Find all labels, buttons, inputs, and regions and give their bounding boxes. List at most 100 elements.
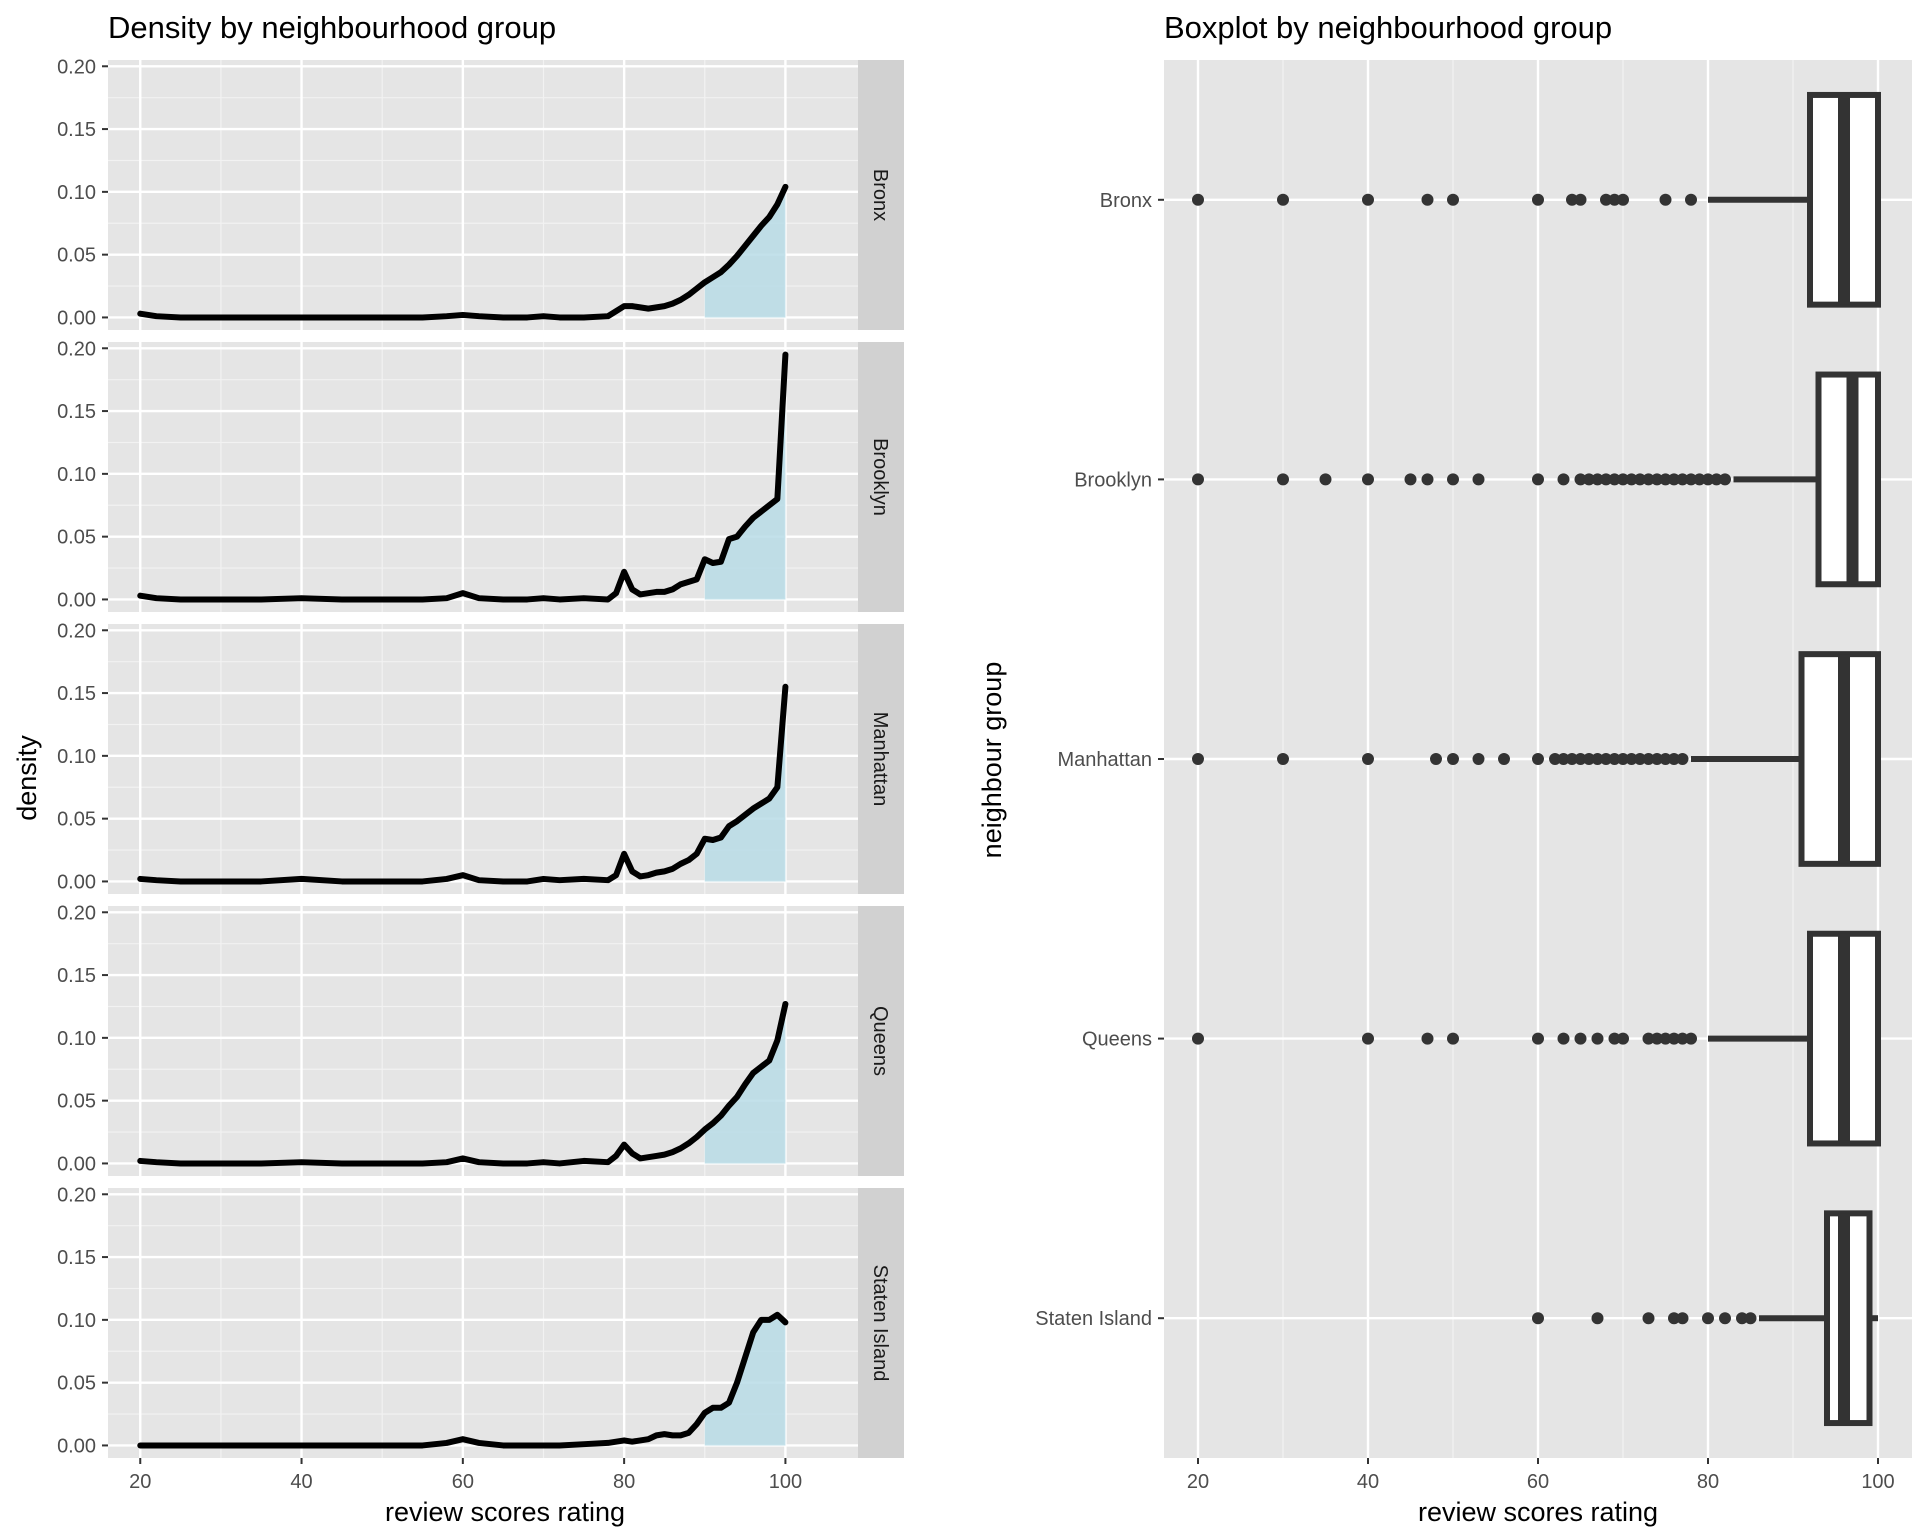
facet-strip-label-manhattan: Manhattan <box>869 712 891 807</box>
density-x-tick-label: 60 <box>452 1471 474 1493</box>
outlier-point-manhattan <box>1659 753 1672 765</box>
outlier-point-bronx <box>1192 193 1204 206</box>
outlier-point-manhattan <box>1557 753 1570 765</box>
outlier-point-staten-island <box>1702 1312 1714 1325</box>
outlier-point-bronx <box>1617 193 1629 206</box>
density-y-tick-label: 0.10 <box>57 746 96 768</box>
density-y-tick-label: 0.00 <box>57 589 96 611</box>
outlier-point-staten-island <box>1736 1312 1748 1325</box>
outlier-point-manhattan <box>1651 753 1663 765</box>
facet-strip-bronx <box>858 60 904 330</box>
outlier-point-manhattan <box>1600 753 1612 765</box>
density-y-tick-label: 0.10 <box>57 464 96 486</box>
density-area-queens <box>704 1003 786 1164</box>
outlier-point-brooklyn <box>1685 473 1697 486</box>
outlier-point-brooklyn <box>1719 473 1731 486</box>
density-y-tick-label: 0.15 <box>57 401 96 423</box>
density-y-tick-label: 0.00 <box>57 1435 96 1457</box>
facet-strip-brooklyn <box>858 342 904 612</box>
outlier-point-queens <box>1192 1032 1204 1045</box>
outlier-point-manhattan <box>1362 753 1374 765</box>
outlier-point-brooklyn <box>1693 473 1706 486</box>
facet-strip-label-bronx: Bronx <box>869 169 891 221</box>
boxplot-y-tick-label: Bronx <box>1100 190 1152 212</box>
outlier-point-manhattan <box>1447 753 1459 765</box>
outlier-point-brooklyn <box>1532 473 1544 486</box>
outlier-point-brooklyn <box>1600 473 1612 486</box>
outlier-point-queens <box>1617 1032 1629 1045</box>
outlier-point-queens <box>1685 1032 1697 1045</box>
density-y-tick-label: 0.05 <box>57 1373 96 1395</box>
outlier-point-brooklyn <box>1634 473 1646 486</box>
outlier-point-bronx <box>1685 193 1697 206</box>
boxplot-x-tick-label: 40 <box>1357 1471 1379 1493</box>
density-y-tick-label: 0.10 <box>57 1028 96 1050</box>
density-y-tick-label: 0.00 <box>57 871 96 893</box>
boxplot-y-tick-label: Queens <box>1082 1029 1152 1051</box>
facet-strip-label-staten-island: Staten Island <box>869 1265 891 1382</box>
outlier-point-brooklyn <box>1625 473 1638 486</box>
outlier-point-bronx <box>1600 193 1612 206</box>
outlier-point-queens <box>1668 1032 1680 1045</box>
density-curve-brooklyn <box>137 351 789 603</box>
density-curve-manhattan <box>137 683 789 885</box>
density-y-tick-label: 0.05 <box>57 809 96 831</box>
outlier-point-manhattan <box>1277 753 1289 765</box>
outlier-point-queens <box>1421 1032 1434 1045</box>
density-x-tick-label: 40 <box>290 1471 312 1493</box>
boxplot-y-tick-label: Manhattan <box>1057 749 1152 771</box>
outlier-point-staten-island <box>1719 1312 1731 1325</box>
density-panels: 0.00 0.05 0.10 0.15 0.20 Bronx 0.00 0.05 0.10 0.1… <box>57 56 904 1493</box>
outlier-point-manhattan <box>1472 753 1485 765</box>
density-y-axis-label: density <box>12 735 42 821</box>
density-curve-staten-island <box>137 1311 789 1449</box>
outlier-point-brooklyn <box>1608 473 1621 486</box>
outlier-point-manhattan <box>1532 753 1544 765</box>
density-y-tick-label: 0.10 <box>57 1310 96 1332</box>
outlier-point-manhattan <box>1634 753 1646 765</box>
outlier-point-brooklyn <box>1421 473 1434 486</box>
outlier-point-brooklyn <box>1642 473 1655 486</box>
outlier-point-manhattan <box>1668 753 1680 765</box>
outlier-point-manhattan <box>1625 753 1638 765</box>
boxplot-x-tick-label: 100 <box>1861 1471 1894 1493</box>
outlier-point-brooklyn <box>1574 473 1587 486</box>
facet-strip-label-queens: Queens <box>869 1006 891 1076</box>
outlier-point-brooklyn <box>1651 473 1663 486</box>
outlier-point-brooklyn <box>1583 473 1595 486</box>
outlier-point-manhattan <box>1549 753 1561 765</box>
outlier-point-staten-island <box>1591 1312 1604 1325</box>
outlier-point-manhattan <box>1642 753 1655 765</box>
boxplot-x-tick-label: 20 <box>1187 1471 1209 1493</box>
facet-strip-staten-island <box>858 1188 904 1458</box>
boxplot-y-tick-label: Staten Island <box>1035 1308 1152 1330</box>
outlier-point-queens <box>1574 1032 1587 1045</box>
density-area-staten-island <box>704 1314 786 1446</box>
outlier-point-manhattan <box>1574 753 1587 765</box>
outlier-point-brooklyn <box>1557 473 1570 486</box>
density-x-axis-label: review scores rating <box>385 1497 625 1527</box>
outlier-point-queens <box>1608 1032 1621 1045</box>
outlier-point-bronx <box>1447 193 1459 206</box>
outlier-point-brooklyn <box>1676 473 1689 486</box>
outlier-point-bronx <box>1659 193 1672 206</box>
outlier-point-manhattan <box>1676 753 1689 765</box>
density-y-tick-label: 0.20 <box>57 902 96 924</box>
outlier-point-manhattan <box>1583 753 1595 765</box>
density-x-tick-label: 20 <box>129 1471 151 1493</box>
density-y-tick-label: 0.00 <box>57 1153 96 1175</box>
boxplot-y-axis-label: neighbour group <box>977 662 1007 859</box>
outlier-point-manhattan <box>1591 753 1604 765</box>
facet-strip-manhattan <box>858 624 904 894</box>
boxplot-y-tick-label: Brooklyn <box>1074 469 1152 491</box>
density-y-tick-label: 0.10 <box>57 182 96 204</box>
density-curve-bronx <box>137 183 789 321</box>
outlier-point-brooklyn <box>1702 473 1714 486</box>
outlier-point-manhattan <box>1617 753 1629 765</box>
outlier-point-bronx <box>1532 193 1544 206</box>
boxplot-x-tick-label: 60 <box>1527 1471 1549 1493</box>
outlier-point-staten-island <box>1676 1312 1689 1325</box>
boxplot-x-axis-label: review scores rating <box>1418 1497 1658 1527</box>
density-y-tick-label: 0.00 <box>57 307 96 329</box>
